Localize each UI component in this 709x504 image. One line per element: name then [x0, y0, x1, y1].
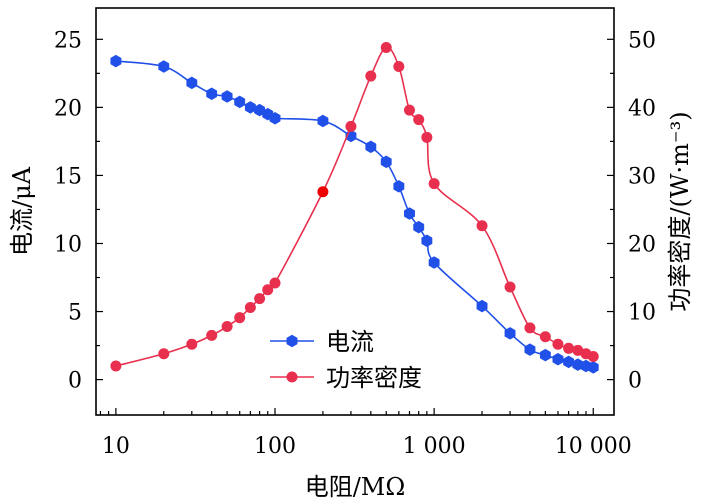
current-point: [234, 95, 246, 109]
x-tick-label: 10: [102, 434, 130, 459]
y-right-tick-label: 0: [628, 369, 642, 394]
current-point: [413, 220, 425, 234]
y-right-tick-label: 40: [628, 96, 656, 121]
x-tick-label: 10 000: [555, 434, 632, 459]
plot-frame-layer: [95, 7, 615, 416]
power-density-point: [110, 360, 122, 372]
y-right-tick-label: 20: [628, 232, 656, 257]
series-line-power-density: [115, 46, 594, 367]
current-point: [365, 140, 377, 154]
current-point: [186, 76, 198, 90]
power-density-point: [262, 284, 274, 296]
power-density-point: [365, 70, 377, 82]
power-density-point: [413, 114, 425, 126]
x-tick-label: 100: [254, 434, 296, 459]
current-point: [524, 343, 536, 356]
power-density-point: [476, 220, 488, 232]
current-point: [393, 180, 405, 193]
x-tick-label: 1 000: [403, 434, 466, 459]
current-point: [317, 114, 329, 128]
power-density-point: [421, 131, 433, 143]
current-point: [269, 111, 281, 125]
power-density-point: [206, 329, 218, 341]
y-left-tick-label: 5: [68, 301, 82, 326]
y-left-tick-label: 20: [54, 96, 82, 121]
current-point: [504, 327, 516, 340]
plot-frame: [95, 7, 615, 416]
y-left-tick-label: 10: [54, 232, 82, 257]
power-density-point: [254, 293, 266, 305]
current-point: [206, 87, 218, 101]
power-density-point: [552, 338, 564, 350]
power-density-point: [234, 312, 246, 324]
current-point: [428, 256, 440, 269]
power-density-point: [539, 331, 551, 343]
power-density-point: [393, 61, 405, 73]
power-density-point: [269, 277, 281, 289]
legend-marker-current: [286, 334, 298, 348]
y-right-tick-label: 50: [628, 28, 656, 53]
current-point: [254, 103, 266, 117]
current-point: [552, 352, 564, 366]
legend-marker-power-density: [286, 371, 298, 383]
power-density-point: [380, 41, 392, 53]
current-point: [404, 207, 415, 220]
power-density-point: [504, 281, 516, 293]
current-point: [110, 54, 122, 68]
y-right-axis-title: 功率密度/(W·m⁻³): [666, 111, 694, 311]
power-density-point: [158, 348, 170, 360]
power-density-point: [428, 178, 440, 190]
power-density-point: [403, 104, 415, 116]
y-left-tick-label: 15: [54, 164, 82, 189]
current-point: [539, 348, 551, 362]
x-axis-title: 电阻/MΩ: [305, 473, 406, 501]
current-point: [587, 361, 599, 374]
power-density-highlight-point: [317, 186, 329, 198]
power-density-point: [221, 321, 233, 333]
y-left-axis-title: 电流/μA: [8, 166, 36, 256]
y-right-tick-label: 10: [628, 301, 656, 326]
current-point: [380, 155, 392, 169]
current-point: [158, 60, 170, 73]
current-point: [563, 355, 575, 369]
current-point: [221, 90, 233, 103]
y-right-tick-label: 30: [628, 164, 656, 189]
y-left-tick-label: 25: [54, 28, 82, 53]
current-point: [476, 299, 488, 313]
legend-label-current: 电流: [326, 328, 374, 356]
y-left-tick-label: 0: [68, 369, 82, 394]
series-line-current: [115, 60, 594, 369]
legend-label-power-density: 功率密度: [326, 364, 422, 392]
current-point: [421, 234, 433, 248]
current-point: [244, 101, 256, 114]
power-density-point: [587, 350, 599, 362]
power-density-point: [345, 120, 357, 132]
power-density-point: [563, 342, 575, 354]
axes-layer: 10 100 1 000 10 000 0 5 10 15 20 25 0 10 20 30 40 50 电阻/…: [8, 28, 694, 501]
power-density-point: [186, 338, 198, 350]
power-density-point: [244, 301, 256, 313]
power-density-point: [524, 322, 536, 334]
series-layer: [110, 41, 599, 374]
